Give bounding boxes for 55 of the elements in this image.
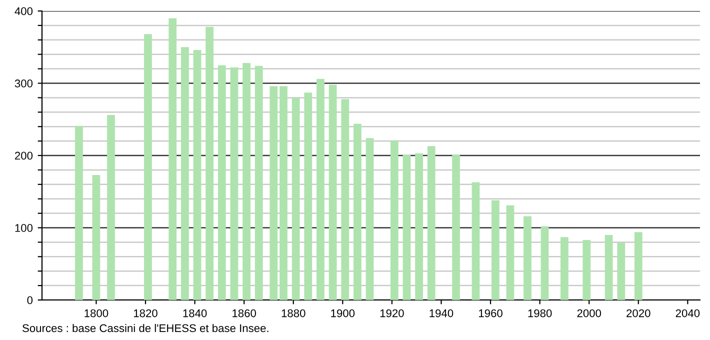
bar	[560, 237, 568, 300]
y-tick-label: 400	[14, 7, 33, 16]
x-tick-label: 1860	[232, 309, 256, 318]
bar	[107, 115, 115, 300]
x-tick-label: 2040	[676, 309, 700, 318]
bar	[427, 146, 436, 300]
x-tick-label: 1900	[331, 309, 355, 318]
x-tick-label: 1840	[183, 309, 207, 318]
bar	[617, 242, 626, 300]
bar	[472, 182, 480, 300]
bar	[354, 124, 362, 300]
bar	[206, 26, 214, 300]
bar	[366, 138, 374, 300]
bar	[328, 84, 337, 300]
bar	[415, 153, 423, 300]
y-tick-label: 300	[14, 80, 33, 88]
x-tick-label: 1800	[84, 309, 108, 318]
bar	[180, 47, 189, 300]
bar	[634, 232, 642, 300]
x-tick-label: 1920	[380, 309, 404, 318]
bar	[402, 154, 411, 300]
y-tick-label: 0	[27, 296, 33, 304]
bar	[292, 98, 300, 300]
bar	[92, 175, 100, 300]
bar	[506, 205, 514, 300]
bar	[193, 50, 202, 300]
x-tick-label: 1980	[528, 309, 552, 318]
bar	[582, 240, 591, 300]
bar	[452, 154, 460, 300]
x-tick-label: 1940	[430, 309, 454, 318]
bar	[218, 65, 226, 300]
y-tick-label: 100	[15, 224, 33, 232]
bar	[316, 78, 324, 300]
x-tick-label: 1880	[282, 309, 306, 318]
x-tick-label: 1960	[479, 309, 502, 318]
bar	[492, 200, 500, 300]
bar	[540, 226, 549, 300]
bar	[254, 66, 263, 300]
bar	[390, 140, 398, 300]
bar	[280, 86, 288, 300]
x-tick-label: 2000	[577, 309, 602, 318]
bar	[230, 67, 238, 300]
bar	[144, 34, 152, 300]
bar	[604, 234, 613, 300]
bar	[270, 86, 278, 300]
bar	[75, 126, 83, 300]
x-tick-label: 2020	[626, 309, 650, 318]
bar	[242, 63, 250, 300]
bar	[304, 92, 312, 300]
source-note: Sources : base Cassini de l'EHESS et base Insee.	[22, 324, 268, 332]
y-tick-label: 200	[14, 152, 33, 160]
bar	[168, 18, 177, 300]
bar	[341, 99, 350, 300]
x-tick-label: 1820	[134, 309, 158, 318]
bar	[524, 216, 532, 300]
